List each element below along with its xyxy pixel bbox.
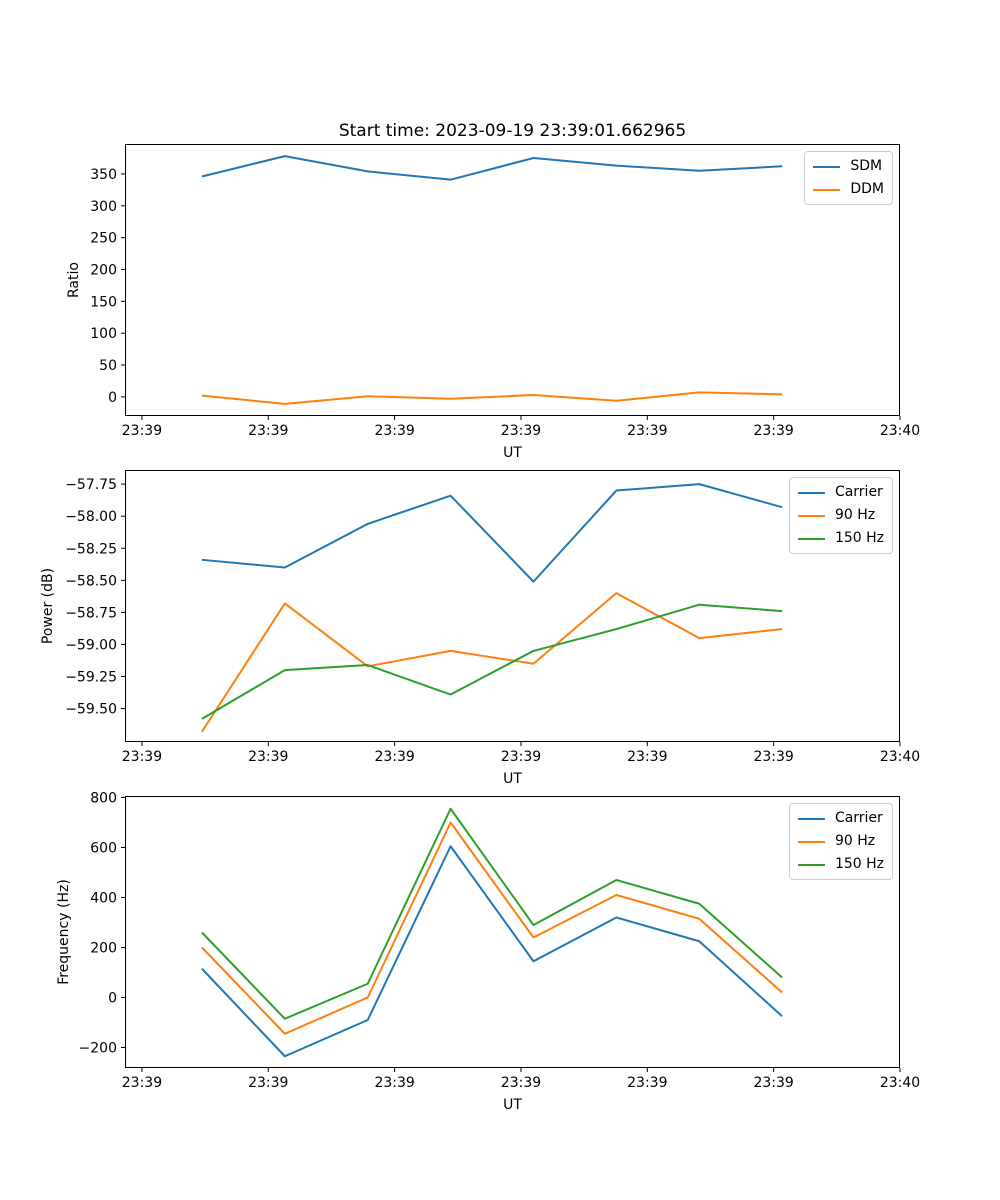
legend-entry: Carrier: [797, 483, 884, 502]
x-tick-label: 23:39: [627, 1075, 667, 1091]
x-tick-label: 23:39: [753, 1075, 793, 1091]
line-series-ddm: [201, 391, 783, 405]
x-tick-label: 23:39: [122, 1075, 162, 1091]
line-series-150-hz: [201, 807, 783, 1020]
legend-line-swatch: [797, 491, 825, 494]
y-tick-label: 100: [90, 326, 117, 342]
y-tick-label: 50: [99, 358, 117, 374]
legend-label: 150 Hz: [834, 856, 884, 872]
x-tick-label: 23:39: [627, 749, 667, 765]
x-tick-label: 23:39: [248, 749, 288, 765]
line-series-90-hz: [201, 592, 783, 733]
legend-ratio: SDM DDM: [804, 151, 893, 205]
legend-entry: 90 Hz: [797, 832, 884, 851]
x-tick-label: 23:39: [501, 749, 541, 765]
y-tick-label: −58.00: [65, 509, 117, 525]
x-tick-label: 23:39: [627, 423, 667, 439]
axes-power: Carrier 90 Hz 150 Hz: [125, 470, 900, 742]
chart-plot-area-0: 23:39 23:39 23:39 23:39 23:39 23:39 23:40 0 50 10…: [90, 155, 920, 439]
chart-plot-area-2: 23:39 23:39 23:39 23:39 23:39 23:39 23:40 −200 0…: [79, 791, 921, 1092]
legend-entry: Carrier: [797, 809, 884, 828]
y-tick-label: 200: [90, 262, 117, 278]
x-tick-label: 23:39: [753, 423, 793, 439]
x-tick-label: 23:40: [880, 749, 920, 765]
x-tick-label: 23:39: [501, 423, 541, 439]
y-tick-label: −200: [79, 1041, 117, 1057]
y-tick-label: −58.75: [65, 605, 117, 621]
x-axis-label-ratio: UT: [503, 445, 522, 461]
x-tick-label: 23:39: [122, 749, 162, 765]
legend-line-swatch: [797, 514, 825, 517]
line-series-150-hz: [201, 603, 783, 720]
x-axis-label-power: UT: [503, 771, 522, 787]
x-tick-label: 23:39: [374, 423, 414, 439]
x-tick-label: 23:40: [880, 1075, 920, 1091]
legend-label: Carrier: [834, 484, 883, 500]
y-tick-label: 150: [90, 294, 117, 310]
legend-label: 90 Hz: [834, 833, 876, 849]
chart-title: Start time: 2023-09-19 23:39:01.662965: [338, 121, 687, 141]
y-tick-label: −59.25: [65, 670, 117, 686]
y-tick-label: 300: [90, 199, 117, 215]
line-series-sdm: [201, 155, 783, 181]
legend-line-swatch: [813, 165, 841, 168]
y-tick-label: 0: [108, 390, 117, 406]
x-tick-label: 23:39: [501, 1075, 541, 1091]
legend-label: 150 Hz: [834, 530, 884, 546]
y-tick-label: −58.25: [65, 541, 117, 557]
y-tick-label: 800: [90, 791, 117, 807]
y-tick-label: −59.50: [65, 702, 117, 718]
legend-line-swatch: [797, 817, 825, 820]
legend-line-swatch: [797, 863, 825, 866]
legend-label: 90 Hz: [834, 507, 876, 523]
y-tick-label: −58.50: [65, 573, 117, 589]
y-tick-label: −59.00: [65, 637, 117, 653]
y-tick-label: 400: [90, 891, 117, 907]
x-axis-label-frequency: UT: [503, 1097, 522, 1113]
line-series-90-hz: [201, 821, 783, 1035]
legend-frequency: Carrier 90 Hz 150 Hz: [788, 803, 893, 880]
chart-plot-area-1: 23:39 23:39 23:39 23:39 23:39 23:39 23:40 −59.5…: [65, 477, 920, 765]
legend-entry: DDM: [813, 180, 884, 199]
legend-power: Carrier 90 Hz 150 Hz: [788, 477, 893, 554]
legend-label: DDM: [850, 181, 884, 197]
legend-entry: 150 Hz: [797, 855, 884, 874]
x-tick-label: 23:39: [374, 1075, 414, 1091]
legend-line-swatch: [797, 840, 825, 843]
legend-entry: SDM: [813, 157, 884, 176]
line-series-carrier: [201, 483, 783, 583]
x-tick-label: 23:39: [374, 749, 414, 765]
legend-line-swatch: [813, 188, 841, 191]
y-tick-label: 0: [108, 991, 117, 1007]
legend-entry: 90 Hz: [797, 506, 884, 525]
x-tick-label: 23:39: [122, 423, 162, 439]
axes-ratio: SDM DDM: [125, 144, 900, 416]
legend-entry: 150 Hz: [797, 529, 884, 548]
line-series-carrier: [201, 845, 783, 1058]
y-tick-label: 250: [90, 231, 117, 247]
legend-label: Carrier: [834, 810, 883, 826]
legend-label: SDM: [850, 158, 883, 174]
x-tick-label: 23:39: [753, 749, 793, 765]
y-tick-label: 350: [90, 167, 117, 183]
y-tick-label: −57.75: [65, 477, 117, 493]
legend-line-swatch: [797, 537, 825, 540]
x-tick-label: 23:39: [248, 1075, 288, 1091]
x-tick-label: 23:39: [248, 423, 288, 439]
y-tick-label: 200: [90, 941, 117, 957]
y-tick-label: 600: [90, 841, 117, 857]
x-tick-label: 23:40: [880, 423, 920, 439]
